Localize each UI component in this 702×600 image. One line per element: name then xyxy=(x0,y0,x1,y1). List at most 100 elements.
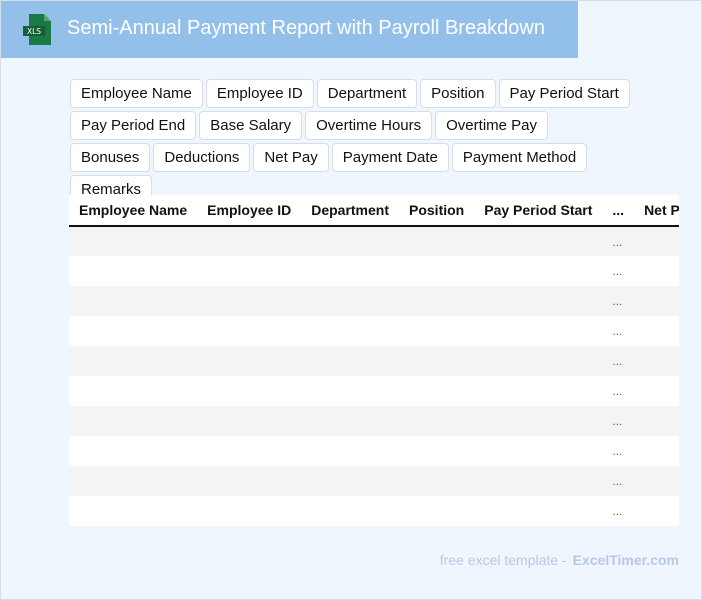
table-cell xyxy=(197,376,301,406)
column-header: Employee ID xyxy=(197,195,302,227)
table-cell xyxy=(69,346,198,376)
table-cell xyxy=(634,436,679,466)
column-tag[interactable]: Overtime Hours xyxy=(305,111,433,140)
column-tag[interactable]: Deductions xyxy=(153,143,251,172)
column-tag[interactable]: Payment Date xyxy=(331,143,449,172)
table-cell xyxy=(197,346,302,376)
column-tag[interactable]: Employee Name xyxy=(70,79,203,108)
table-cell xyxy=(301,376,399,406)
table-cell xyxy=(634,346,679,376)
table-row: ... xyxy=(69,286,679,316)
header-banner: XLS Semi-Annual Payment Report with Payr… xyxy=(1,1,578,58)
table-cell xyxy=(301,406,399,436)
column-tag[interactable]: Bonuses xyxy=(70,143,151,172)
table-cell xyxy=(197,316,301,346)
table-cell xyxy=(399,316,474,346)
table-cell xyxy=(399,466,475,496)
column-tags: Employee Name Employee ID Department Positi… xyxy=(70,79,630,204)
table-row: ... xyxy=(69,316,679,346)
column-tag[interactable]: Pay Period End xyxy=(70,111,197,140)
table-cell xyxy=(197,226,302,256)
table-cell xyxy=(69,406,198,436)
table-cell xyxy=(69,466,198,496)
column-tag[interactable]: Department xyxy=(316,79,418,108)
footer-text: free excel template - xyxy=(439,552,567,568)
column-header: Net Pay xyxy=(634,195,679,227)
table-cell xyxy=(301,286,399,316)
table-cell xyxy=(69,286,198,316)
table-cell xyxy=(634,256,679,286)
column-header: Pay Period Start xyxy=(474,195,603,227)
table-cell xyxy=(474,316,602,346)
table-cell xyxy=(301,316,399,346)
table-cell xyxy=(197,466,302,496)
table-cell: ... xyxy=(602,346,635,376)
table-cell xyxy=(301,256,399,286)
table-cell xyxy=(69,376,197,406)
table-cell xyxy=(399,376,474,406)
table-cell: ... xyxy=(602,286,635,316)
table-cell xyxy=(301,346,399,376)
table-row: ... xyxy=(69,376,679,406)
table-cell xyxy=(634,286,679,316)
data-table: Employee Name Employee ID Department Positi… xyxy=(69,195,679,526)
column-tag[interactable]: Net Pay xyxy=(253,143,329,172)
table-row: ... xyxy=(69,226,679,256)
column-tag[interactable]: Payment Method xyxy=(451,143,588,172)
table-cell xyxy=(399,436,474,466)
table-cell xyxy=(399,256,474,286)
table-cell xyxy=(69,496,197,526)
table-cell xyxy=(399,406,475,436)
table-row: ... xyxy=(69,466,679,496)
column-tag[interactable]: Base Salary xyxy=(199,111,303,140)
table-cell xyxy=(197,406,302,436)
column-tag[interactable]: Position xyxy=(420,79,496,108)
column-tag[interactable]: Overtime Pay xyxy=(435,111,548,140)
table-cell xyxy=(474,466,603,496)
xls-file-icon: XLS xyxy=(23,14,51,45)
table-cell xyxy=(197,256,301,286)
footer-brand-link[interactable]: ExcelTimer.com xyxy=(572,552,679,568)
table-cell xyxy=(474,436,602,466)
table-cell xyxy=(301,496,399,526)
table-cell: ... xyxy=(602,466,635,496)
column-header: Position xyxy=(399,195,475,227)
column-tag[interactable]: Pay Period Start xyxy=(498,79,630,108)
table-cell: ... xyxy=(612,324,623,338)
table-row: ... xyxy=(69,346,679,376)
table-cell: ... xyxy=(602,226,635,256)
table-cell xyxy=(197,436,301,466)
table-row: ... xyxy=(69,256,679,286)
footer: free excel template - ExcelTimer.com xyxy=(440,552,679,568)
table-cell xyxy=(69,226,198,256)
table-cell xyxy=(474,286,603,316)
column-header: ... xyxy=(602,195,635,227)
table-cell xyxy=(301,226,399,256)
table-cell xyxy=(474,346,603,376)
table-cell xyxy=(69,256,197,286)
table-cell xyxy=(634,466,679,496)
table-row: ... xyxy=(69,496,679,526)
table-cell xyxy=(474,226,603,256)
svg-text:XLS: XLS xyxy=(27,27,41,36)
table-cell xyxy=(474,406,603,436)
table-cell xyxy=(69,436,197,466)
page-title: Semi-Annual Payment Report with Payroll … xyxy=(67,17,545,39)
table-cell xyxy=(399,496,474,526)
table-cell: ... xyxy=(612,264,623,278)
column-header: Department xyxy=(301,195,399,227)
table-cell xyxy=(634,376,679,406)
table-cell: ... xyxy=(602,406,635,436)
table-cell xyxy=(399,346,475,376)
table-row: ... xyxy=(69,406,679,436)
table-cell xyxy=(197,496,301,526)
table-cell xyxy=(197,286,302,316)
table-cell: ... xyxy=(612,444,623,458)
table-cell xyxy=(634,406,679,436)
table-row: ... xyxy=(69,436,679,466)
column-tag[interactable]: Employee ID xyxy=(205,79,314,108)
table-cell xyxy=(634,496,679,526)
table-cell xyxy=(399,226,475,256)
table-cell xyxy=(474,256,602,286)
table-cell: ... xyxy=(612,504,623,518)
